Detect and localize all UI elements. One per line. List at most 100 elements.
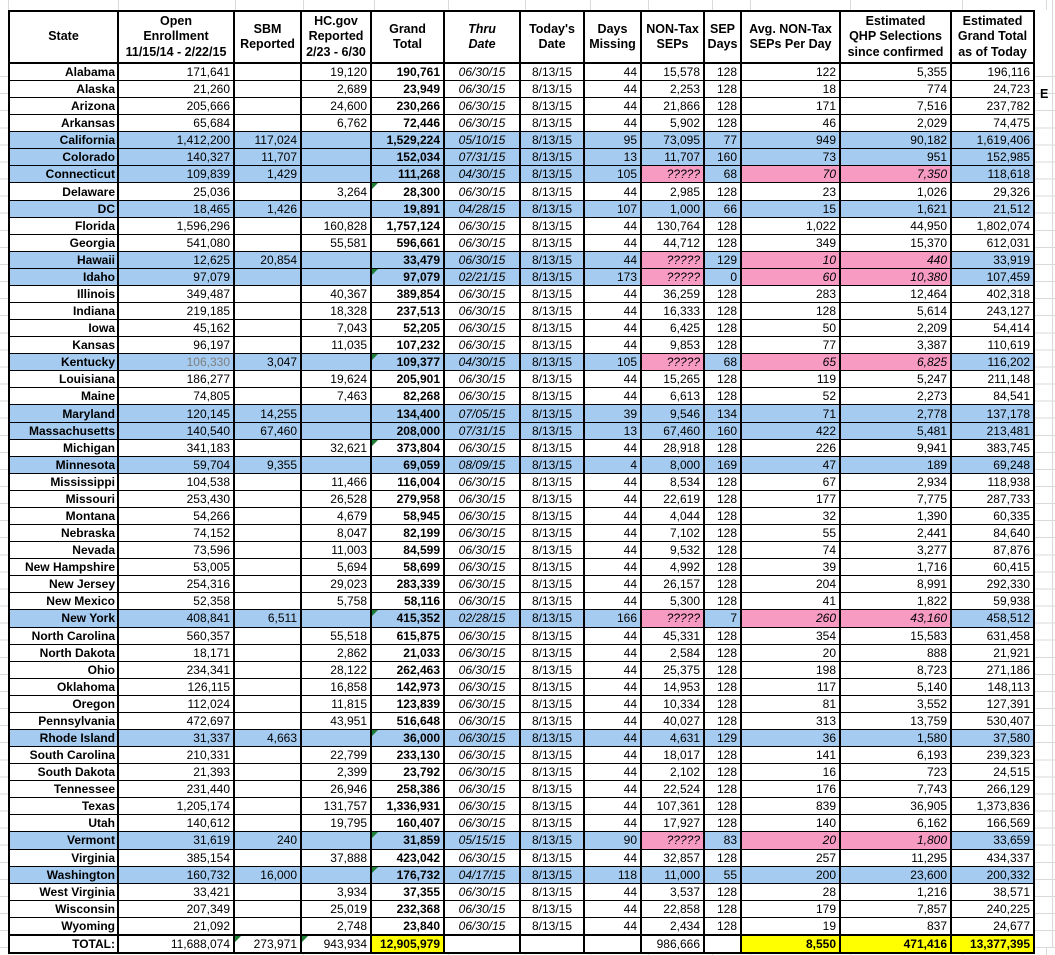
cell-nontax[interactable]: 9,546 (640, 404, 705, 423)
cell-estgrand[interactable]: 237,782 (950, 97, 1035, 116)
cell-estgrand[interactable]: 24,515 (950, 763, 1035, 782)
cell-sep[interactable]: 128 (703, 438, 742, 457)
cell-estqhp[interactable]: 189 (839, 455, 952, 474)
cell-nontax[interactable]: ????? (640, 609, 705, 628)
cell-estqhp[interactable]: 36,905 (839, 797, 952, 816)
cell-sbm[interactable] (233, 182, 302, 201)
cell-sep[interactable]: 129 (703, 728, 742, 748)
cell-thru[interactable]: 06/30/15 (443, 848, 521, 867)
cell-avg[interactable]: 198 (740, 660, 841, 679)
cell-thru[interactable]: 06/30/15 (443, 643, 521, 662)
cell-open[interactable]: 74,152 (117, 524, 235, 543)
cell-open[interactable]: 1,205,174 (117, 797, 235, 816)
cell-state[interactable]: Tennessee (8, 780, 119, 799)
cell-open[interactable]: 160,732 (117, 865, 235, 884)
cell-missing[interactable]: 44 (583, 643, 642, 662)
cell-estqhp[interactable]: 90,182 (839, 131, 952, 150)
cell-nontax[interactable]: 8,534 (640, 472, 705, 491)
cell-grand[interactable]: 279,958 (370, 489, 445, 508)
cell-sbm[interactable] (233, 387, 302, 406)
cell-nontax[interactable]: 1,000 (640, 199, 705, 218)
cell-sbm[interactable] (233, 575, 302, 594)
column-header-estqhp[interactable]: Estimated QHP Selections since confirmed (839, 10, 952, 64)
cell-avg[interactable]: 349 (740, 233, 841, 252)
cell-sep[interactable]: 128 (703, 302, 742, 321)
cell-missing[interactable]: 44 (583, 711, 642, 730)
cell-missing[interactable]: 44 (583, 319, 642, 338)
cell-open[interactable]: 1,596,296 (117, 216, 235, 235)
cell-nontax[interactable]: 16,333 (640, 302, 705, 321)
cell-estqhp[interactable]: 44,950 (839, 216, 952, 235)
cell-nontax[interactable]: 7,102 (640, 524, 705, 543)
cell-grand[interactable]: 176,732 (370, 865, 445, 884)
cell-estgrand[interactable]: 243,127 (950, 302, 1035, 321)
cell-hcgov[interactable] (300, 250, 372, 269)
cell-open[interactable]: 109,839 (117, 165, 235, 184)
cell-state[interactable]: Washington (8, 865, 119, 884)
cell-thru[interactable]: 06/30/15 (443, 233, 521, 252)
cell-today[interactable]: 8/13/15 (519, 284, 585, 304)
cell-sep[interactable]: 128 (703, 319, 742, 338)
cell-nontax[interactable]: ????? (640, 250, 705, 269)
cell-thru[interactable]: 06/30/15 (443, 882, 521, 901)
cell-estqhp[interactable]: 888 (839, 643, 952, 662)
cell-state[interactable]: North Dakota (8, 643, 119, 662)
cell-nontax[interactable]: 15,578 (640, 62, 705, 81)
cell-state[interactable]: Nebraska (8, 524, 119, 543)
cell-nontax[interactable]: 44,712 (640, 233, 705, 252)
cell-nontax[interactable]: 130,764 (640, 216, 705, 235)
cell-today[interactable]: 8/13/15 (519, 370, 585, 389)
cell-nontax[interactable]: 11,707 (640, 148, 705, 167)
cell-nontax[interactable]: 107,361 (640, 797, 705, 816)
cell-estgrand[interactable]: 612,031 (950, 233, 1035, 252)
cell-thru[interactable]: 06/30/15 (443, 899, 521, 918)
cell-today[interactable]: 8/13/15 (519, 404, 585, 423)
cell-thru[interactable]: 04/30/15 (443, 165, 521, 184)
cell-grand[interactable]: 69,059 (370, 455, 445, 474)
column-header-hcgov[interactable]: HC.gov Reported 2/23 - 6/30 (300, 10, 372, 64)
cell-nontax[interactable]: 15,265 (640, 370, 705, 389)
cell-sbm[interactable] (233, 558, 302, 577)
cell-hcgov[interactable] (300, 865, 372, 884)
cell-open[interactable]: 385,154 (117, 848, 235, 867)
cell-hcgov[interactable]: 16,858 (300, 677, 372, 696)
column-header-grand[interactable]: Grand Total (370, 10, 445, 64)
cell-state[interactable]: Missouri (8, 489, 119, 508)
cell-missing[interactable]: 44 (583, 916, 642, 936)
cell-nontax[interactable]: 5,902 (640, 114, 705, 133)
cell-missing[interactable]: 44 (583, 780, 642, 799)
cell-missing[interactable]: 44 (583, 182, 642, 201)
cell-sbm[interactable] (233, 899, 302, 918)
cell-hcgov[interactable]: 32,621 (300, 438, 372, 457)
cell-thru[interactable]: 06/30/15 (443, 524, 521, 543)
cell-thru[interactable]: 06/30/15 (443, 626, 521, 645)
cell-grand[interactable]: 152,034 (370, 148, 445, 167)
cell-open[interactable]: 560,357 (117, 626, 235, 645)
cell-state[interactable]: Texas (8, 797, 119, 816)
cell-hcgov[interactable]: 8,047 (300, 524, 372, 543)
cell-hcgov[interactable]: 11,035 (300, 336, 372, 355)
cell-open[interactable]: 74,805 (117, 387, 235, 406)
column-header-open[interactable]: Open Enrollment 11/15/14 - 2/22/15 (117, 10, 235, 64)
cell-sep[interactable]: 128 (703, 575, 742, 594)
cell-sbm[interactable]: 11,707 (233, 148, 302, 167)
cell-missing[interactable]: 44 (583, 848, 642, 867)
cell-missing[interactable]: 44 (583, 626, 642, 645)
cell-estqhp[interactable]: 1,580 (839, 728, 952, 748)
cell-thru[interactable]: 02/21/15 (443, 267, 521, 286)
cell-sep[interactable]: 128 (703, 524, 742, 543)
cell-missing[interactable]: 13 (583, 148, 642, 167)
cell-sep[interactable]: 128 (703, 592, 742, 611)
cell-open[interactable]: 126,115 (117, 677, 235, 696)
cell-sep[interactable]: 128 (703, 677, 742, 696)
cell-thru[interactable]: 02/28/15 (443, 609, 521, 628)
cell-today[interactable]: 8/13/15 (519, 899, 585, 918)
cell-grand[interactable]: 230,266 (370, 97, 445, 116)
cell-avg[interactable]: 52 (740, 387, 841, 406)
cell-missing[interactable]: 44 (583, 506, 642, 526)
cell-sep[interactable]: 128 (703, 387, 742, 406)
cell-today[interactable]: 8/13/15 (519, 660, 585, 679)
cell-avg[interactable]: 32 (740, 506, 841, 526)
cell-estqhp[interactable]: 1,822 (839, 592, 952, 611)
cell-sbm[interactable] (233, 541, 302, 560)
